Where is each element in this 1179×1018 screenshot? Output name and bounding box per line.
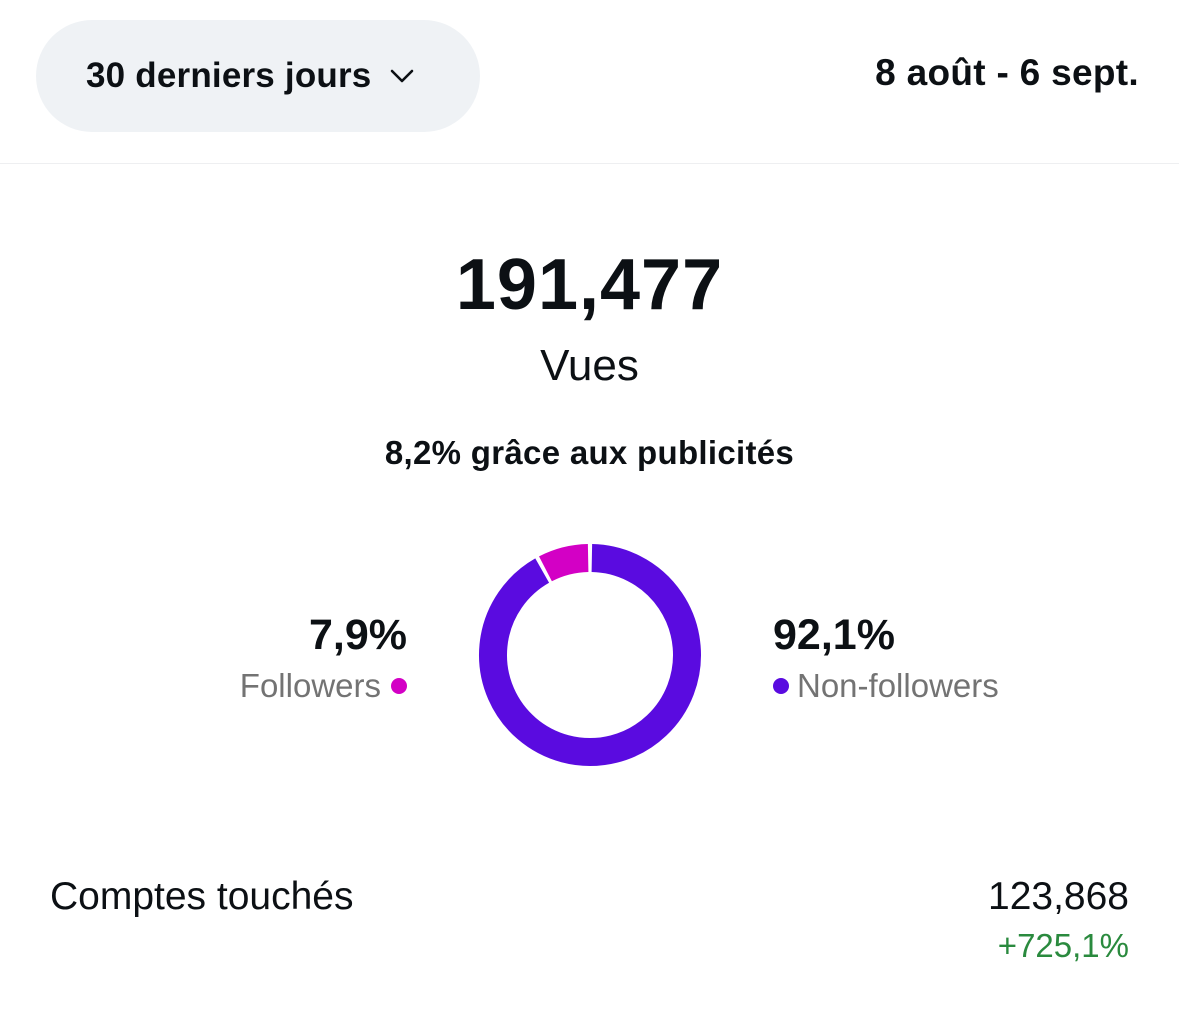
date-range: 8 août - 6 sept. xyxy=(875,52,1139,93)
accounts-reached-change: +725,1% xyxy=(997,927,1129,964)
donut-segment-followers xyxy=(539,544,589,582)
ads-share-note: 8,2% grâce aux publicités xyxy=(384,434,795,471)
followers-legend: 7,9% Followers xyxy=(240,610,407,708)
non-followers-percent: 92,1% xyxy=(773,611,895,659)
non-followers-legend: 92,1% Non-followers xyxy=(773,610,999,708)
followers-label: Followers xyxy=(239,667,381,704)
followers-percent: 7,9% xyxy=(308,611,407,659)
non-followers-dot-icon xyxy=(773,678,789,694)
donut-segment-non-followers xyxy=(479,544,701,766)
followers-dot-icon xyxy=(391,678,407,694)
chevron-down-icon xyxy=(391,69,414,83)
audience-donut-chart xyxy=(479,544,701,766)
views-count: 191,477 xyxy=(455,245,724,325)
accounts-reached-label: Comptes touchés xyxy=(50,875,354,918)
period-dropdown[interactable]: 30 derniers jours xyxy=(36,20,480,132)
header-divider xyxy=(0,163,1179,164)
accounts-reached-value: 123,868 xyxy=(988,875,1129,918)
non-followers-label: Non-followers xyxy=(797,667,999,704)
views-label: Vues xyxy=(540,341,639,390)
period-label: 30 derniers jours xyxy=(86,56,372,95)
